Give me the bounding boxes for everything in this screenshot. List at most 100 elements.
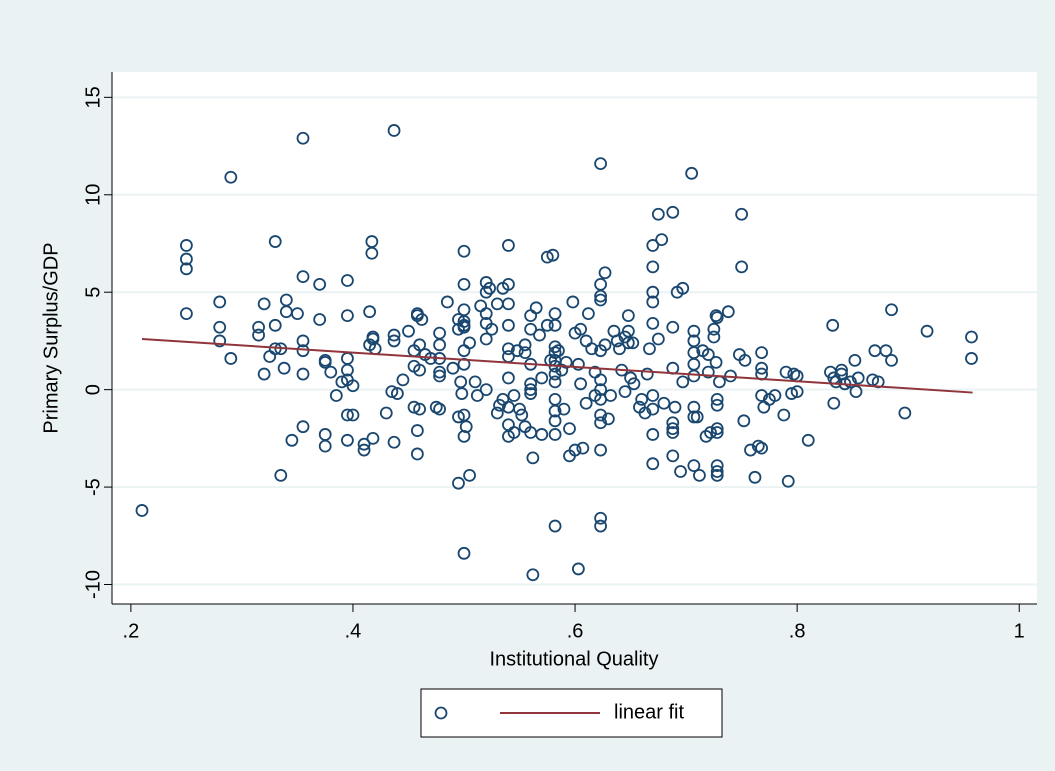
scatter-point (643, 342, 656, 356)
scatter-point (455, 387, 469, 400)
scatter-point (627, 377, 641, 391)
legend: linear fit (420, 688, 723, 738)
scatter-point (676, 281, 690, 295)
scatter-point (135, 504, 149, 517)
scatter-point (755, 389, 769, 402)
scatter-point (666, 416, 680, 430)
scatter-point (851, 371, 865, 385)
scatter-point (777, 408, 791, 422)
scatter-point (502, 342, 515, 356)
scatter-point (710, 465, 724, 478)
scatter-point (548, 340, 562, 354)
scatter-point (755, 441, 769, 455)
scatter-point (559, 355, 573, 369)
scatter-point (318, 439, 332, 453)
scatter-point (387, 328, 401, 342)
scatter-point (274, 468, 288, 482)
scatter-point (529, 301, 543, 315)
scatter-point (676, 375, 690, 389)
scatter-point (613, 342, 626, 356)
scatter-point (548, 519, 562, 533)
scatter-point (224, 352, 238, 365)
scatter-point (463, 336, 476, 350)
scatter-point (346, 408, 360, 422)
scatter-point (502, 239, 515, 252)
scatter-point (346, 379, 360, 393)
scatter-point (707, 330, 721, 344)
scatter-point (329, 389, 343, 402)
scatter-point (551, 344, 565, 358)
scatter-point (827, 396, 841, 410)
scatter-point (518, 346, 532, 360)
scatter-point (433, 365, 446, 379)
scatter-point (690, 410, 704, 424)
scatter-point (341, 408, 354, 422)
scatter-point (407, 400, 421, 414)
scatter-point (341, 274, 354, 287)
scatter-point (548, 318, 562, 332)
scatter-point (598, 266, 612, 280)
scatter-point (524, 377, 538, 391)
scatter-point (548, 414, 562, 428)
scatter-point (324, 365, 338, 379)
scatter-point (879, 344, 893, 358)
grid (112, 96, 1037, 586)
x-tick-label: .8 (789, 620, 806, 642)
scatter-point (502, 297, 515, 311)
scatter-point (687, 369, 701, 383)
scatter-point (485, 322, 499, 336)
scatter-point (626, 336, 640, 350)
scatter-point (618, 385, 632, 398)
scatter-point (885, 354, 898, 367)
scatter-point (457, 315, 471, 328)
scatter-point (313, 278, 327, 291)
scatter-point (579, 396, 593, 410)
scatter-point (576, 441, 590, 455)
scatter-point (701, 365, 715, 379)
scatter-point (571, 357, 585, 371)
scatter-point (965, 330, 978, 344)
scatter-point (296, 420, 310, 434)
scatter-point (440, 295, 454, 309)
marks (135, 124, 978, 582)
scatter-point (594, 408, 607, 422)
scatter-point (546, 248, 560, 262)
scatter-point (268, 235, 282, 248)
scatter-point (571, 562, 585, 576)
scatter-point (479, 307, 493, 321)
scatter-point (277, 361, 291, 375)
x-tick-label: .4 (345, 620, 362, 642)
scatter-point (646, 316, 660, 330)
scatter-point (781, 474, 795, 488)
scatter-point (387, 124, 401, 137)
scatter-point (621, 336, 635, 350)
scatter-point (710, 398, 724, 412)
y-tick-label: 0 (82, 384, 104, 395)
scatter-point (285, 433, 299, 447)
scatter-point (452, 476, 465, 490)
scatter-point (502, 371, 515, 385)
scatter-point (548, 428, 562, 441)
scatter-point (687, 410, 701, 424)
scatter-point (479, 383, 493, 397)
scatter-point (457, 546, 471, 560)
scatter-point (224, 170, 238, 184)
scatter-point (457, 408, 471, 422)
scatter-point (535, 428, 549, 441)
scatter-point (213, 320, 227, 334)
scatter-point (594, 511, 607, 525)
scatter-point (179, 262, 193, 276)
scatter-point (457, 320, 471, 334)
scatter-point (513, 402, 526, 416)
scatter-point (526, 568, 540, 582)
y-tick-label: 15 (82, 86, 104, 108)
x-axis-title: Institutional Quality (490, 648, 659, 670)
scatter-point (704, 426, 717, 439)
scatter-point (483, 281, 496, 295)
scatter-point (463, 468, 476, 482)
scatter-point (594, 519, 607, 533)
y-tick-label: 5 (82, 287, 104, 298)
scatter-point (363, 305, 377, 319)
scatter-point (366, 431, 380, 445)
scatter-point (548, 367, 562, 381)
